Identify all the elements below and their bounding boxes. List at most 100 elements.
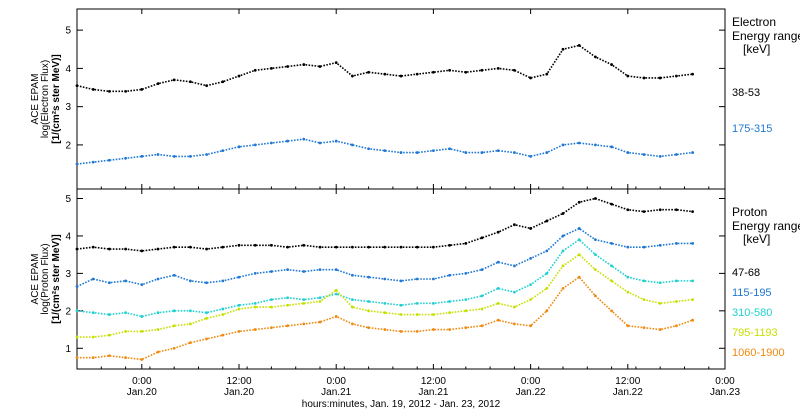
data-point xyxy=(140,249,144,253)
data-point xyxy=(577,253,581,257)
electron-legend-title-line1: Electron xyxy=(732,15,776,29)
data-point xyxy=(205,153,209,156)
data-point xyxy=(367,147,370,151)
data-point xyxy=(383,245,387,249)
data-point xyxy=(464,309,468,313)
data-point xyxy=(626,245,630,249)
data-point xyxy=(108,89,111,93)
data-point xyxy=(286,245,289,249)
data-points xyxy=(75,44,694,361)
y-tick-label: 3 xyxy=(65,102,71,113)
data-point xyxy=(561,47,565,51)
proton-legend-title-line3: [keV] xyxy=(743,232,770,246)
data-point xyxy=(399,245,403,249)
data-point xyxy=(545,286,549,290)
data-point xyxy=(75,309,79,313)
data-point xyxy=(464,326,468,330)
data-point xyxy=(237,275,241,279)
data-point xyxy=(513,264,516,268)
data-point xyxy=(156,311,160,315)
data-point xyxy=(480,236,484,240)
data-point xyxy=(399,151,403,154)
data-point xyxy=(156,247,160,251)
data-point xyxy=(140,330,144,333)
data-point xyxy=(108,313,111,316)
data-point xyxy=(610,242,613,245)
data-point xyxy=(318,320,322,324)
x-tick-date-label: Jan.21 xyxy=(321,387,351,398)
data-point xyxy=(529,324,532,328)
data-point xyxy=(432,149,435,153)
y-tick-label: 1 xyxy=(65,344,71,355)
data-point xyxy=(448,273,451,277)
data-point xyxy=(75,285,79,288)
data-point xyxy=(642,76,646,80)
series-47-68 xyxy=(75,197,694,253)
data-point xyxy=(124,247,127,251)
data-point xyxy=(334,139,338,143)
data-point xyxy=(626,290,630,294)
data-point xyxy=(415,72,419,76)
data-point xyxy=(448,328,451,331)
electron-ylabel-line2: log(Electron Flux) xyxy=(40,60,51,138)
y-tick-label: 2 xyxy=(65,306,71,317)
data-point xyxy=(286,303,289,307)
data-point xyxy=(318,65,322,68)
data-point xyxy=(561,234,565,238)
data-point xyxy=(561,286,565,290)
data-point xyxy=(545,151,549,154)
data-point xyxy=(367,309,370,313)
data-point xyxy=(91,335,95,339)
data-point xyxy=(270,141,273,145)
data-point xyxy=(253,301,257,305)
data-point xyxy=(140,154,144,158)
data-point xyxy=(189,245,192,249)
series-trace xyxy=(76,44,693,93)
data-point xyxy=(172,324,176,328)
data-point xyxy=(610,63,613,66)
data-point xyxy=(108,354,111,358)
data-point xyxy=(480,307,484,311)
data-point xyxy=(626,324,630,328)
data-point xyxy=(124,156,127,160)
series-trace xyxy=(76,138,693,165)
data-point xyxy=(140,358,144,361)
data-point xyxy=(480,68,484,72)
data-point xyxy=(302,322,306,326)
data-point xyxy=(577,227,581,230)
data-point xyxy=(334,315,338,318)
data-point xyxy=(496,149,500,153)
data-point xyxy=(399,330,403,333)
data-point xyxy=(464,151,468,154)
data-point xyxy=(529,298,532,301)
data-point xyxy=(658,154,662,158)
data-point xyxy=(448,68,451,72)
data-point xyxy=(383,328,387,331)
data-point xyxy=(610,202,613,206)
data-point xyxy=(675,324,678,328)
y-tick-label: 4 xyxy=(65,231,71,242)
data-point xyxy=(691,242,694,245)
series-trace xyxy=(76,197,693,252)
series-175-315 xyxy=(75,137,694,166)
series-trace xyxy=(77,253,693,338)
data-point xyxy=(221,307,225,311)
x-tick-time-label: 12:00 xyxy=(421,376,446,387)
data-point xyxy=(189,154,192,158)
data-point xyxy=(108,247,111,251)
electron-ylabel: ACE EPAM log(Electron Flux) [1/(cm²s ste… xyxy=(30,54,62,143)
data-point xyxy=(513,305,516,309)
x-tick-time-label: 0:00 xyxy=(132,376,152,387)
data-point xyxy=(545,72,549,76)
data-point xyxy=(221,333,225,337)
data-point xyxy=(205,84,209,88)
data-point xyxy=(91,245,95,249)
data-point xyxy=(367,300,370,303)
x-tick-date-label: Jan.23 xyxy=(710,387,740,398)
data-point xyxy=(561,249,565,253)
series-795-1193 xyxy=(75,253,694,339)
data-point xyxy=(367,326,370,330)
data-point xyxy=(172,245,176,249)
data-point xyxy=(156,350,160,354)
